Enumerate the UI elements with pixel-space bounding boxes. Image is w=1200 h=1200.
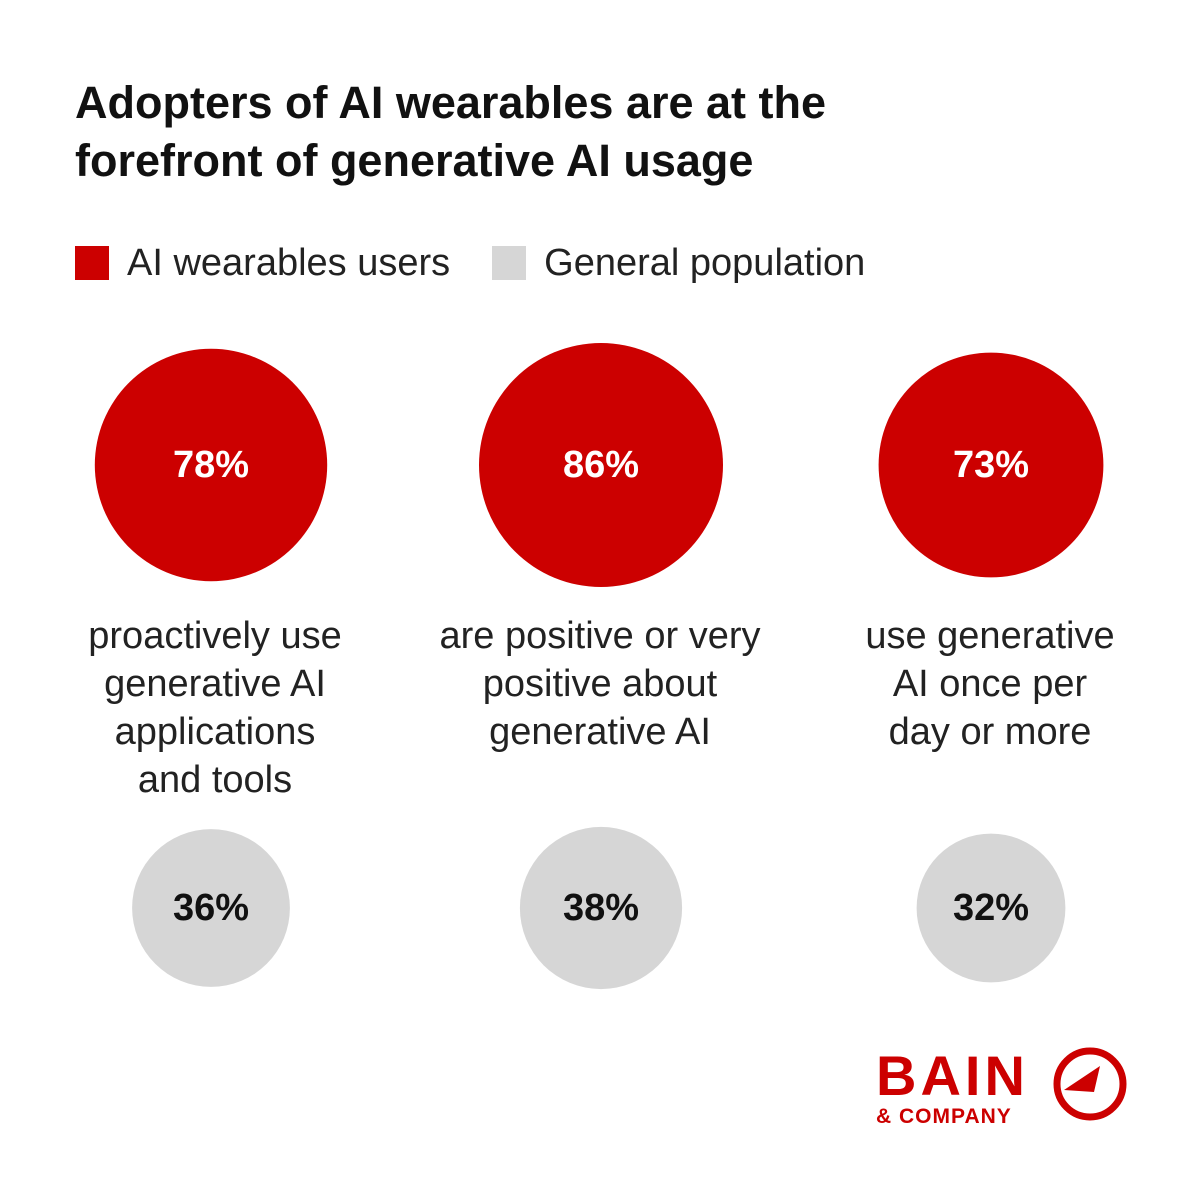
category-label-2: use generative AI once per day or more: [830, 612, 1150, 756]
legend-item-general-population: General population: [492, 243, 865, 283]
bubble-ai-wearables-2: [878, 352, 1104, 578]
data-label-ai-wearables-1: 86%: [563, 444, 639, 486]
data-label-ai-wearables-0: 78%: [173, 444, 249, 486]
logo-subtitle: & COMPANY: [876, 1105, 1012, 1128]
category-1-line-1: are positive or very: [439, 615, 761, 657]
logo-wordmark: BAIN: [876, 1044, 1029, 1107]
compass-icon: [1053, 1047, 1127, 1121]
legend-item-ai-wearables: AI wearables users: [75, 243, 450, 283]
bain-logo: BAIN & COMPANY: [868, 1040, 1138, 1140]
legend-label-ai-wearables: AI wearables users: [127, 242, 451, 284]
data-label-general-population-2: 32%: [953, 887, 1029, 929]
data-label-ai-wearables-2: 73%: [953, 444, 1029, 486]
title-line-1: Adopters of AI wearables are at the: [75, 77, 827, 128]
title-line-2: forefront of generative AI usage: [75, 135, 754, 186]
category-1-line-3: generative AI: [489, 711, 711, 753]
category-label-0: proactively use generative AI applicatio…: [55, 612, 375, 804]
legend-swatch-ai-wearables: [75, 246, 109, 280]
bubble-ai-wearables-1: [479, 343, 723, 587]
category-2-line-2: AI once per: [892, 663, 1088, 705]
bubble-general-population-1: [519, 826, 683, 990]
category-0-line-3: applications: [114, 711, 316, 753]
data-label-general-population-1: 38%: [563, 887, 639, 929]
category-2-line-1: use generative: [865, 615, 1115, 657]
data-label-general-population-0: 36%: [173, 887, 249, 929]
bubble-ai-wearables-0: [94, 348, 328, 582]
bubble-general-population-0: [132, 829, 290, 987]
page-title: Adopters of AI wearables are at the fore…: [75, 74, 1075, 190]
category-0-line-2: generative AI: [104, 663, 326, 705]
category-0-line-4: and tools: [137, 759, 293, 801]
category-1-line-2: positive about: [482, 663, 718, 705]
legend-label-general-population: General population: [544, 242, 866, 284]
bubble-general-population-2: [916, 833, 1066, 983]
category-2-line-3: day or more: [888, 711, 1092, 753]
category-label-1: are positive or very positive about gene…: [405, 612, 795, 756]
legend: AI wearables users General population: [75, 243, 907, 283]
legend-swatch-general-population: [492, 246, 527, 280]
category-0-line-1: proactively use: [88, 615, 342, 657]
